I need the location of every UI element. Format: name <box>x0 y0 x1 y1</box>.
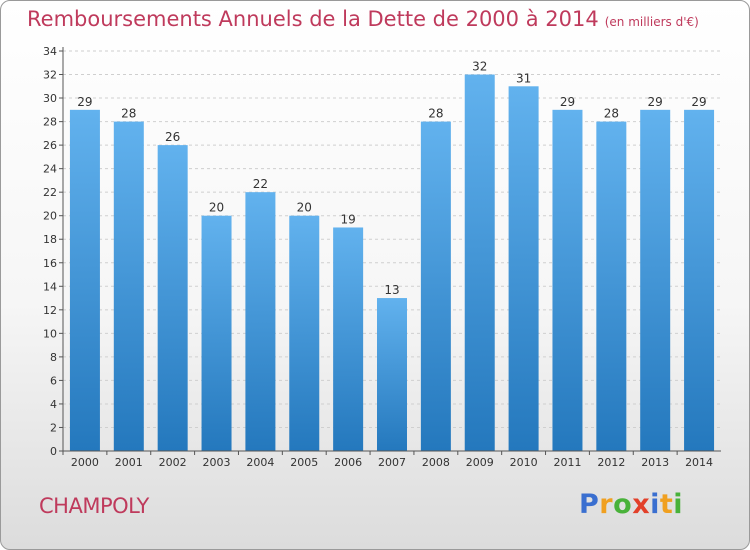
logo-letter: o <box>613 489 633 520</box>
logo-letter: i <box>673 489 684 520</box>
bar-2010 <box>508 86 539 451</box>
x-tick-label-2009: 2009 <box>466 456 494 469</box>
bar-2011 <box>552 109 583 451</box>
logo-letter: t <box>659 489 674 520</box>
bar-2001 <box>113 121 144 452</box>
x-tick-label-2000: 2000 <box>71 456 99 469</box>
x-tick-label-2003: 2003 <box>203 456 231 469</box>
data-label-2013: 29 <box>648 95 663 109</box>
x-tick-label-2002: 2002 <box>159 456 187 469</box>
bar-2009 <box>464 74 495 451</box>
y-tick-label: 0 <box>50 445 57 458</box>
y-tick-label: 6 <box>50 374 57 387</box>
x-tick-label-2006: 2006 <box>334 456 362 469</box>
chart-title-text: Remboursements Annuels de la Dette de 20… <box>27 7 599 31</box>
logo-letter: i <box>650 489 660 520</box>
y-tick-label: 32 <box>43 69 57 82</box>
data-label-2005: 20 <box>297 201 312 215</box>
bar-2003 <box>201 215 232 451</box>
bars-layer: 29 28 26 20 22 20 19 13 28 32 31 29 28 29 29 <box>69 60 715 452</box>
y-tick-label: 8 <box>50 351 57 364</box>
y-tick-label: 18 <box>43 233 57 246</box>
data-label-2007: 13 <box>384 283 399 297</box>
logo-letter: x <box>632 489 651 520</box>
x-tick-label-2013: 2013 <box>641 456 669 469</box>
data-label-2011: 29 <box>560 95 575 109</box>
data-label-2002: 26 <box>165 130 180 144</box>
x-tick-label-2001: 2001 <box>115 456 143 469</box>
data-label-2009: 32 <box>472 60 487 74</box>
y-tick-label: 30 <box>43 92 57 105</box>
data-label-2012: 28 <box>604 107 619 121</box>
x-tick-label-2007: 2007 <box>378 456 406 469</box>
chart-title: Remboursements Annuels de la Dette de 20… <box>27 7 699 31</box>
bar-2002 <box>157 145 188 451</box>
y-tick-label: 10 <box>43 327 57 340</box>
bar-2008 <box>420 121 451 452</box>
bar-2004 <box>245 192 276 452</box>
data-label-2000: 29 <box>77 95 92 109</box>
y-tick-label: 2 <box>50 421 57 434</box>
logo-letter: r <box>599 489 614 520</box>
x-tick-label-2011: 2011 <box>553 456 581 469</box>
y-tick-label: 4 <box>50 398 57 411</box>
x-tick-label-2008: 2008 <box>422 456 450 469</box>
chart-subtitle: (en milliers d'€) <box>604 15 699 29</box>
data-label-2010: 31 <box>516 71 531 85</box>
x-tick-label-2014: 2014 <box>685 456 713 469</box>
data-label-2004: 22 <box>253 177 268 191</box>
x-tick-label-2005: 2005 <box>290 456 318 469</box>
bar-2013 <box>640 109 671 451</box>
y-tick-label: 20 <box>43 210 57 223</box>
location-label: CHAMPOLY <box>39 494 149 518</box>
y-tick-label: 12 <box>43 304 57 317</box>
bar-2012 <box>596 121 627 452</box>
logo-letter: P <box>579 489 600 520</box>
bar-2006 <box>333 227 364 451</box>
data-label-2014: 29 <box>691 95 706 109</box>
data-label-2008: 28 <box>428 107 443 121</box>
bar-2000 <box>69 109 100 451</box>
x-tick-label-2004: 2004 <box>246 456 274 469</box>
y-tick-label: 34 <box>43 45 57 58</box>
y-tick-label: 14 <box>43 280 57 293</box>
x-tick-label-2012: 2012 <box>597 456 625 469</box>
data-label-2003: 20 <box>209 201 224 215</box>
y-tick-label: 24 <box>43 163 57 176</box>
proxiti-logo: Proxiti <box>579 489 683 520</box>
y-tick-label: 28 <box>43 116 57 129</box>
y-tick-label: 16 <box>43 257 57 270</box>
data-label-2001: 28 <box>121 107 136 121</box>
y-tick-label: 22 <box>43 186 57 199</box>
bar-2005 <box>289 215 320 451</box>
data-label-2006: 19 <box>340 212 355 226</box>
bar-2007 <box>377 298 407 451</box>
y-tick-label: 26 <box>43 139 57 152</box>
bar-2014 <box>684 109 715 451</box>
x-tick-label-2010: 2010 <box>510 456 538 469</box>
